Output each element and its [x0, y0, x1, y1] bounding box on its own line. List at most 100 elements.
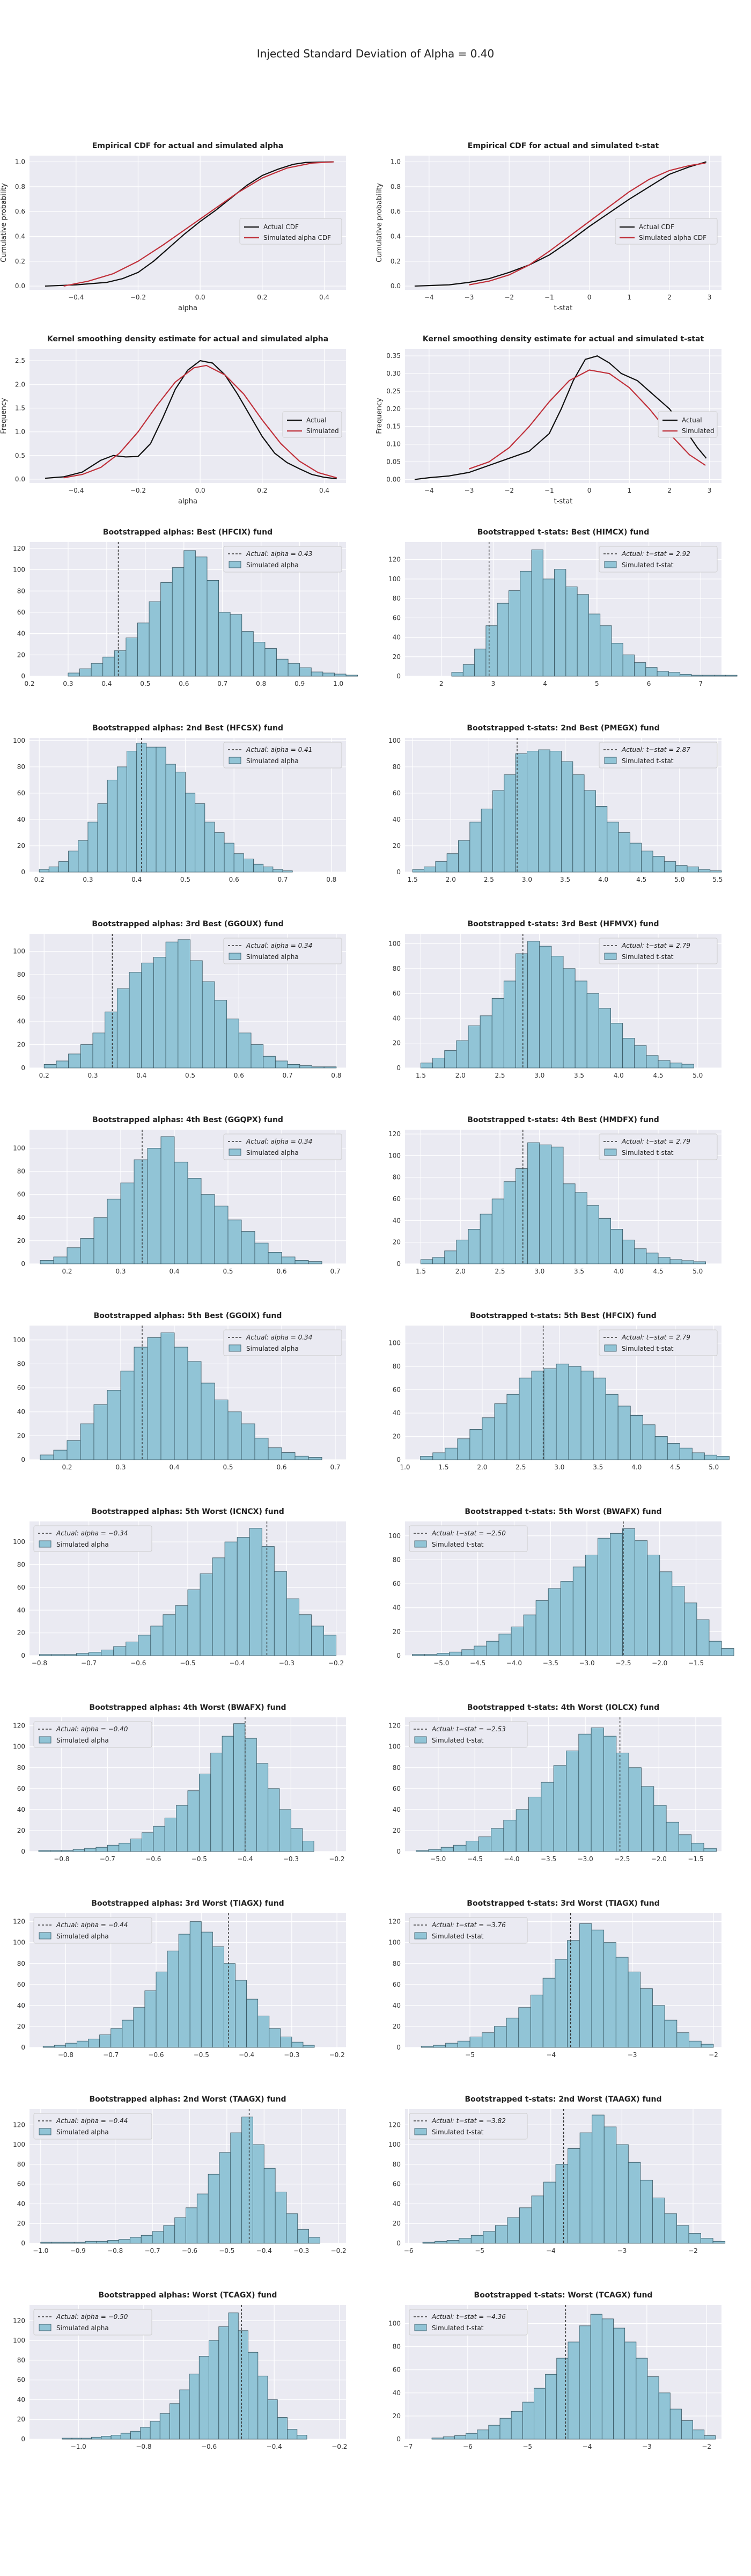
x-tick-label: 2.5 [516, 1463, 526, 1471]
histogram-bar [607, 822, 619, 873]
x-tick-label: −1.5 [688, 1855, 703, 1863]
chart-panel-3: Kernel smoothing density estimate for ac… [0, 335, 346, 506]
histogram-bar [275, 1060, 288, 1069]
histogram-bar [658, 1257, 671, 1264]
x-tick-label: −0.4 [230, 1659, 245, 1667]
y-tick-label: 0 [396, 868, 401, 876]
histogram-bar [201, 1931, 213, 2048]
legend-label: Actual: t−stat = −2.53 [431, 1725, 506, 1733]
chart-title: Empirical CDF for actual and simulated a… [92, 142, 283, 150]
histogram-bar [591, 1929, 605, 2048]
y-tick-label: 0 [396, 1456, 401, 1463]
y-tick-label: 0 [21, 1064, 25, 1072]
histogram-bar [702, 675, 715, 677]
histogram-bar [453, 1845, 467, 1852]
legend-box [223, 742, 342, 769]
x-tick-label: 4.5 [636, 876, 646, 883]
histogram-bar [134, 1159, 148, 1264]
legend-label: Simulated alpha [246, 561, 299, 569]
histogram-bar [412, 869, 424, 873]
x-tick-label: 0.5 [223, 1463, 233, 1471]
x-tick-label: −3 [617, 2247, 627, 2255]
x-tick-label: −0.5 [180, 1659, 195, 1667]
histogram-bar [503, 1181, 516, 1264]
x-tick-label: −0.4 [68, 487, 84, 494]
y-tick-label: 120 [13, 545, 25, 552]
legend-label: Actual: t−stat = −3.76 [431, 1921, 506, 1929]
histogram-bar [669, 2409, 682, 2440]
histogram-bar [160, 1332, 175, 1460]
histogram-bar [568, 1366, 581, 1460]
histogram-bar [286, 1598, 299, 1656]
histogram-bar [462, 664, 475, 677]
y-tick-label: 20 [17, 2023, 25, 2030]
histogram-bar [667, 1443, 680, 1460]
histogram-bar [167, 1950, 179, 2048]
y-tick-label: 100 [13, 1336, 25, 1344]
series-line-2 [63, 364, 337, 479]
chart-title: Bootstrapped alphas: 3rd Worst (TIAGX) f… [91, 1899, 284, 1908]
y-tick-label: 80 [393, 763, 401, 771]
histogram-bar [622, 1037, 635, 1069]
x-tick-label: 0.3 [115, 1463, 126, 1471]
x-tick-label: −0.8 [54, 1855, 69, 1863]
histogram-bar [130, 1839, 142, 1852]
x-tick-label: 0.2 [34, 876, 45, 883]
x-tick-label: 3.0 [534, 1268, 544, 1275]
legend-label: Simulated t-stat [432, 2324, 484, 2332]
histogram-bar [224, 843, 234, 873]
histogram-bar [253, 642, 266, 677]
legend-label: Simulated alpha [246, 757, 299, 765]
histogram-bar [165, 941, 179, 1069]
y-tick-label: 100 [388, 1152, 401, 1159]
histogram-bar [679, 1447, 693, 1460]
y-tick-label: 40 [393, 2002, 401, 2009]
y-tick-label: 2.0 [15, 380, 25, 388]
histogram-bar [478, 1836, 491, 1852]
histogram-bar [680, 674, 692, 677]
y-tick-label: 120 [388, 2121, 401, 2128]
y-tick-label: 80 [393, 1174, 401, 1181]
histogram-bar [267, 2399, 278, 2440]
x-tick-label: 3.0 [522, 876, 532, 883]
legend-label: Simulated t-stat [622, 1149, 674, 1157]
histogram-bar [704, 2435, 716, 2440]
y-tick-label: 80 [17, 1764, 25, 1772]
x-tick-label: −0.8 [136, 2443, 151, 2450]
histogram-bar [538, 749, 550, 873]
x-tick-label: 1.0 [333, 680, 343, 687]
histogram-bar [416, 1850, 429, 1852]
legend-label: Simulated [306, 427, 339, 435]
y-tick-label: 60 [17, 2180, 25, 2188]
histogram-bar [611, 642, 623, 677]
histogram-bar [469, 822, 482, 873]
legend-label: Simulated t-stat [432, 1737, 484, 1744]
histogram-bar [261, 1546, 275, 1656]
y-tick-label: 60 [393, 2366, 401, 2374]
histogram-bar [274, 1571, 287, 1656]
histogram-bar [527, 751, 539, 873]
legend-swatch [414, 2128, 427, 2135]
histogram-bar [89, 1652, 102, 1656]
histogram-bar [77, 2040, 89, 2048]
histogram-bar [251, 1044, 264, 1069]
histogram-bar [454, 2435, 466, 2440]
histogram-bar [586, 993, 599, 1069]
x-tick-label: −4.5 [467, 1855, 483, 1863]
histogram-bar [153, 957, 166, 1069]
histogram-bar [603, 2126, 617, 2244]
x-tick-label: 0.7 [330, 1268, 340, 1275]
x-tick-label: 0.3 [83, 876, 93, 883]
series-line-2 [63, 161, 334, 287]
y-tick-label: 0 [21, 1456, 25, 1463]
x-tick-label: 2.5 [495, 1072, 505, 1079]
histogram-bar [175, 772, 186, 873]
y-axis-label: Frequency [376, 398, 384, 434]
chart-panel-7: Bootstrapped alphas: 2nd Best (HFCSX) fu… [13, 724, 346, 883]
x-tick-label: −0.2 [332, 2443, 347, 2450]
histogram-bar [444, 1050, 457, 1069]
histogram-bar [578, 1733, 592, 1852]
histogram-bar [591, 1728, 604, 1852]
histogram-bar [657, 671, 669, 677]
histogram-bar [556, 2358, 569, 2440]
